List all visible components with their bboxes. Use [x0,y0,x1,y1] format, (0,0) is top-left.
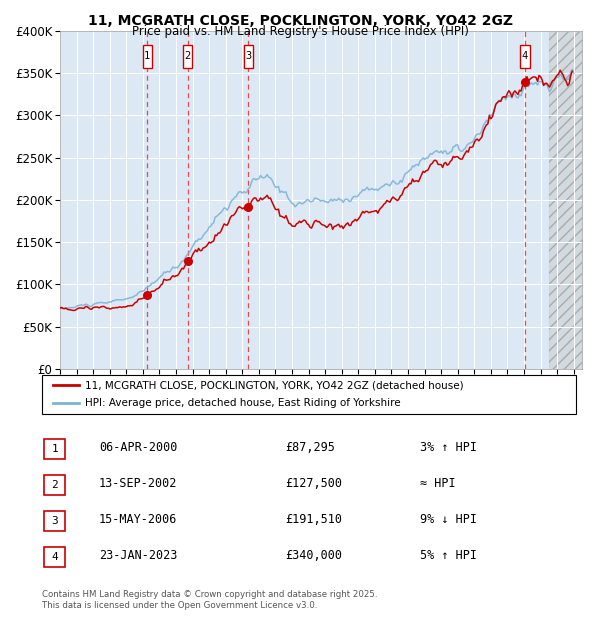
FancyBboxPatch shape [520,45,530,68]
Text: 3: 3 [51,516,58,526]
Text: 15-MAY-2006: 15-MAY-2006 [99,513,178,526]
Text: 4: 4 [522,51,528,61]
Text: 4: 4 [51,552,58,562]
Text: 13-SEP-2002: 13-SEP-2002 [99,477,178,490]
Text: 1: 1 [144,51,151,61]
FancyBboxPatch shape [44,439,65,459]
Text: 3: 3 [245,51,251,61]
Text: Contains HM Land Registry data © Crown copyright and database right 2025.
This d: Contains HM Land Registry data © Crown c… [42,590,377,609]
Text: £87,295: £87,295 [285,441,335,454]
Text: 23-JAN-2023: 23-JAN-2023 [99,549,178,562]
FancyBboxPatch shape [183,45,193,68]
Text: 1: 1 [51,444,58,454]
Text: 11, MCGRATH CLOSE, POCKLINGTON, YORK, YO42 2GZ (detached house): 11, MCGRATH CLOSE, POCKLINGTON, YORK, YO… [85,381,463,391]
Text: HPI: Average price, detached house, East Riding of Yorkshire: HPI: Average price, detached house, East… [85,398,400,408]
FancyBboxPatch shape [244,45,253,68]
Text: £127,500: £127,500 [285,477,342,490]
Text: 2: 2 [185,51,191,61]
Text: 3% ↑ HPI: 3% ↑ HPI [420,441,477,454]
Text: 2: 2 [51,480,58,490]
Text: £340,000: £340,000 [285,549,342,562]
FancyBboxPatch shape [44,511,65,531]
Text: 9% ↓ HPI: 9% ↓ HPI [420,513,477,526]
FancyBboxPatch shape [143,45,152,68]
Bar [549,31,582,369]
Text: ≈ HPI: ≈ HPI [420,477,455,490]
Text: Price paid vs. HM Land Registry's House Price Index (HPI): Price paid vs. HM Land Registry's House … [131,25,469,38]
Bar [549,31,582,369]
FancyBboxPatch shape [42,375,576,414]
Text: 5% ↑ HPI: 5% ↑ HPI [420,549,477,562]
Text: £191,510: £191,510 [285,513,342,526]
FancyBboxPatch shape [44,547,65,567]
FancyBboxPatch shape [44,475,65,495]
Text: 11, MCGRATH CLOSE, POCKLINGTON, YORK, YO42 2GZ: 11, MCGRATH CLOSE, POCKLINGTON, YORK, YO… [88,14,512,28]
Text: 06-APR-2000: 06-APR-2000 [99,441,178,454]
